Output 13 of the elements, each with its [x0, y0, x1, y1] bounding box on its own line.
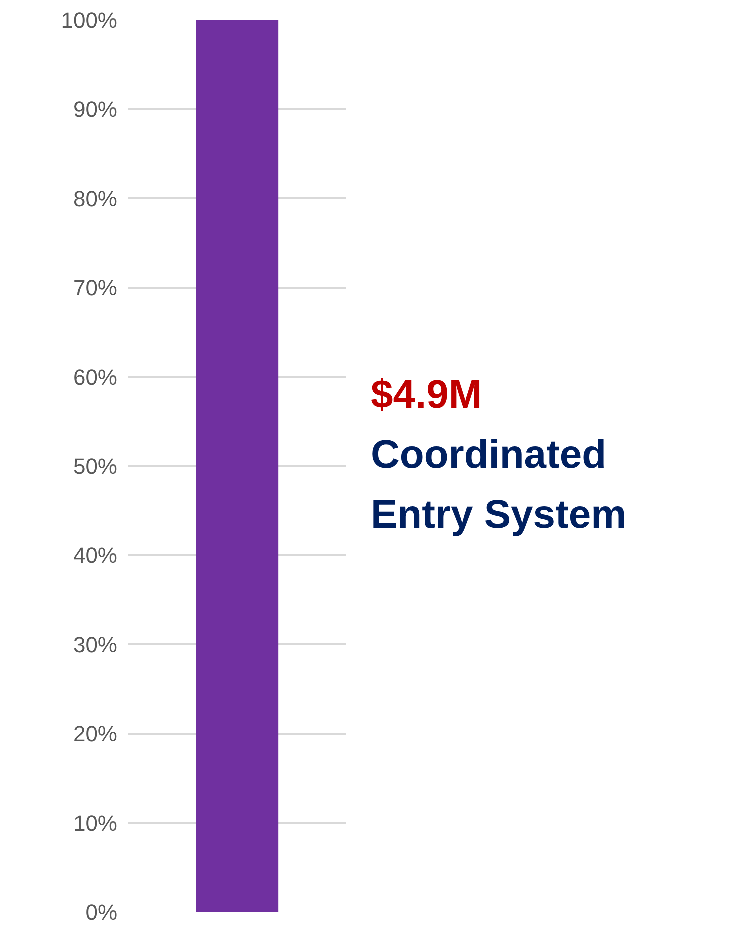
y-tick-label: 40% — [73, 543, 118, 568]
y-tick-label: 30% — [73, 632, 118, 658]
y-tick-label: 20% — [73, 722, 118, 747]
y-tick-label: 90% — [73, 97, 118, 122]
text: Coordinated Entry System — [371, 432, 628, 539]
y-tick-label: 10% — [73, 810, 118, 836]
text: $4.9M — [371, 372, 484, 419]
y-tick-label: 80% — [73, 186, 118, 212]
y-tick-label: 70% — [73, 276, 118, 301]
y-tick-label: 50% — [73, 454, 118, 479]
y-tick-label: 100% — [61, 8, 118, 33]
y-tick-label: 0% — [86, 900, 118, 925]
y-tick-label: 60% — [73, 364, 118, 390]
